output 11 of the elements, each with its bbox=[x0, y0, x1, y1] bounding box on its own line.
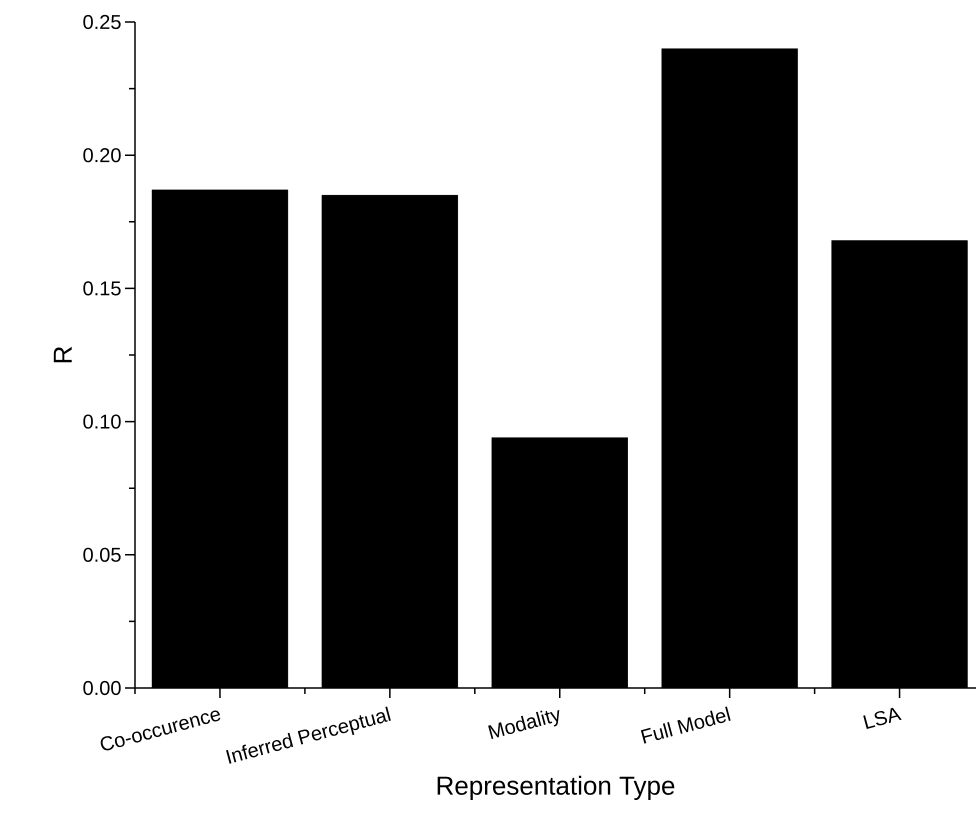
y-tick-label: 0.25 bbox=[83, 14, 121, 30]
y-tick-label: 0.20 bbox=[83, 148, 121, 162]
x-tick-label: Full Model bbox=[640, 706, 731, 744]
y-tick-label: 0.00 bbox=[83, 680, 121, 696]
y-tick-label: 0.10 bbox=[83, 414, 121, 429]
x-tick-label: Modality bbox=[488, 710, 560, 740]
y-tick-label: 0.15 bbox=[83, 281, 121, 296]
y-axis-title: R bbox=[54, 346, 72, 362]
x-axis-title: Representation Type bbox=[438, 776, 674, 800]
x-tick-label: LSA bbox=[863, 708, 902, 730]
y-tick-label: 0.05 bbox=[83, 548, 121, 562]
